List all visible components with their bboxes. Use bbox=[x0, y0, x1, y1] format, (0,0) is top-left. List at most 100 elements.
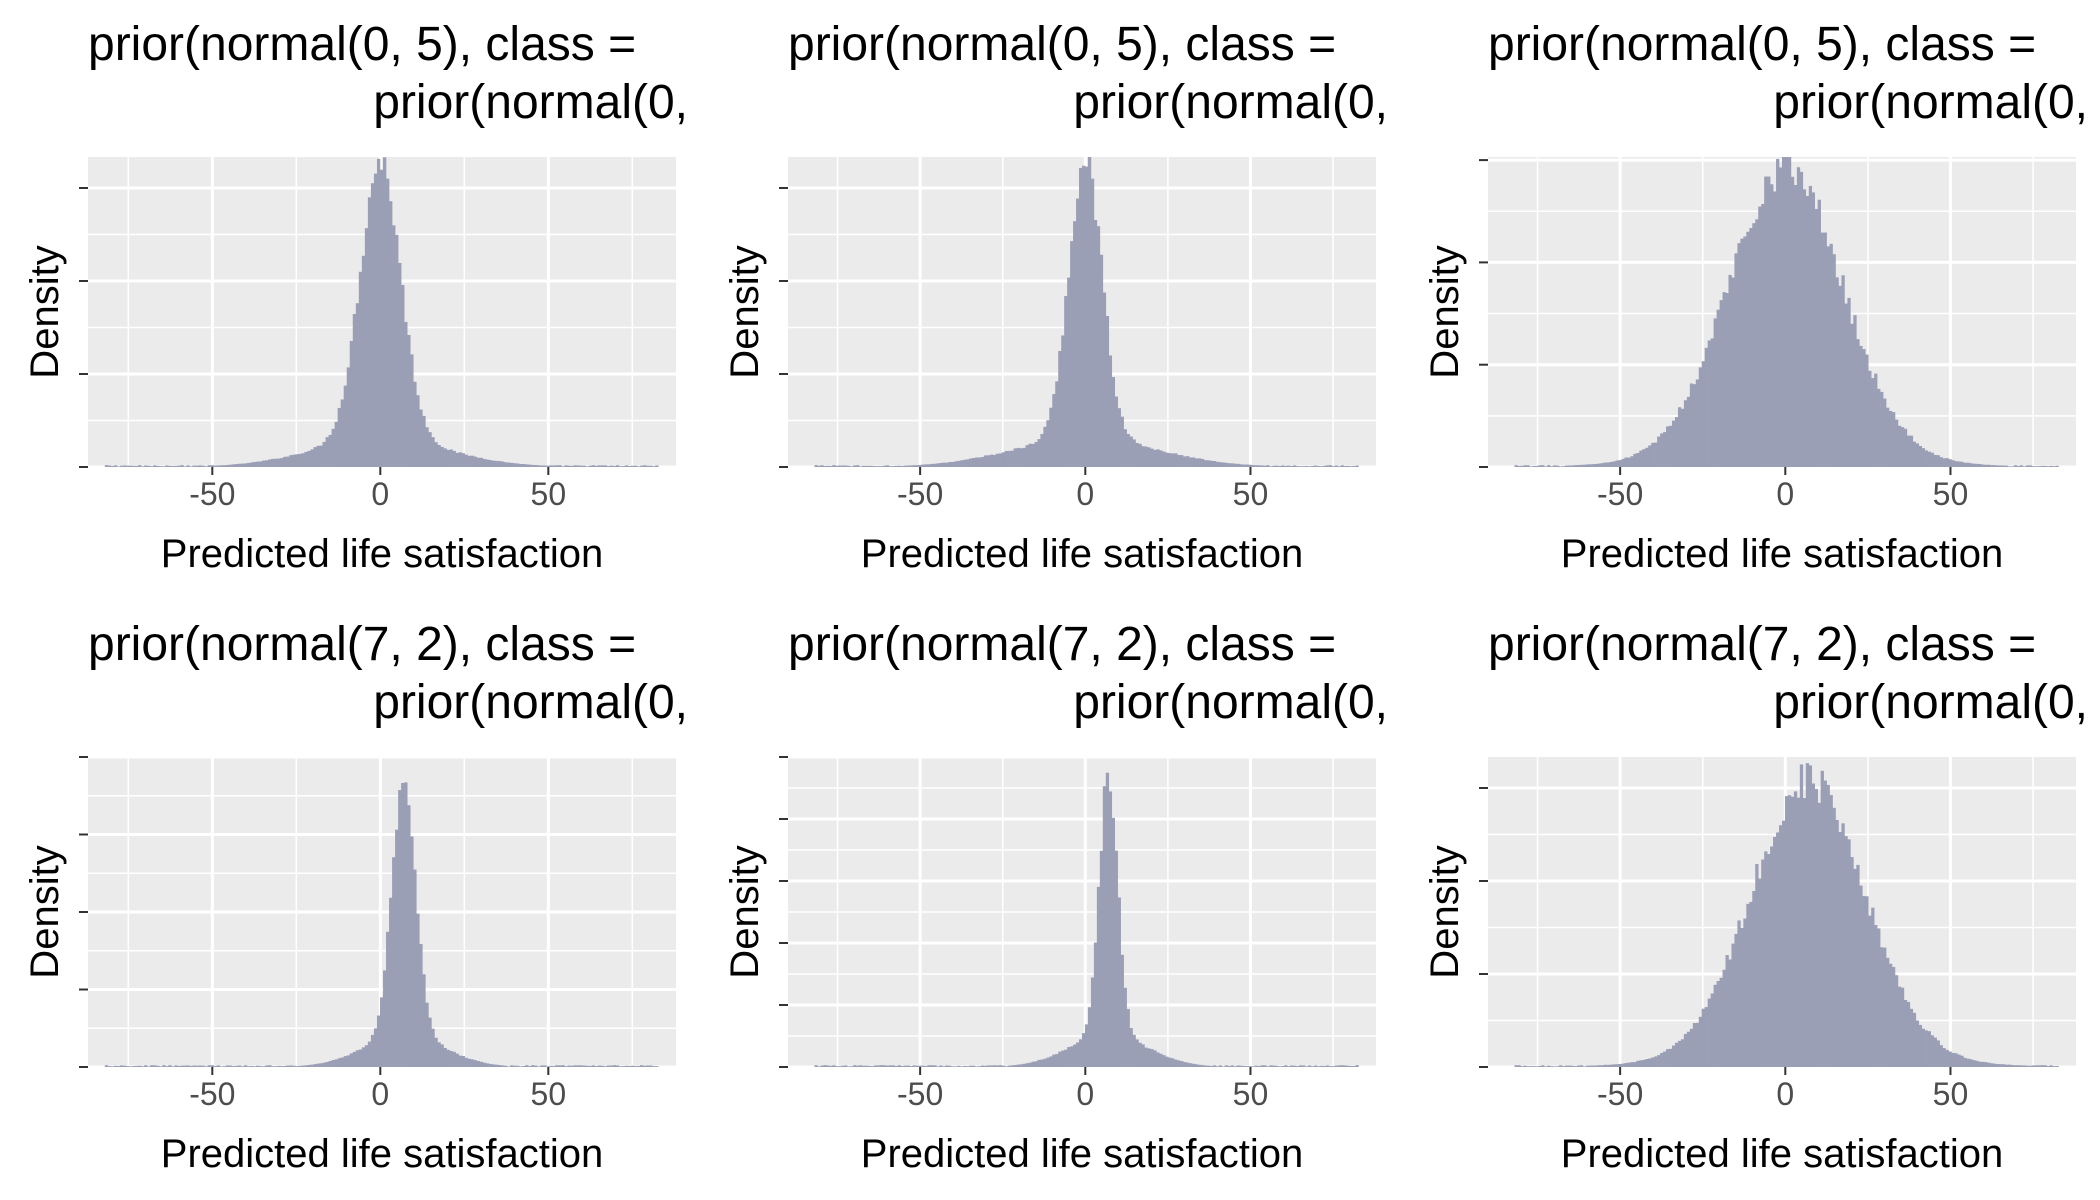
histogram-bar bbox=[1257, 465, 1261, 467]
histogram-bar bbox=[1966, 462, 1970, 467]
histogram-bar bbox=[980, 456, 985, 467]
histogram-bar bbox=[274, 458, 278, 467]
histogram-bar bbox=[228, 464, 233, 467]
histogram-bar bbox=[1001, 1065, 1006, 1067]
histogram-bar bbox=[234, 1065, 239, 1067]
histogram-bar bbox=[543, 1065, 547, 1067]
histogram-bar bbox=[1900, 987, 1905, 1067]
histogram-bar bbox=[310, 449, 314, 467]
histogram-bar bbox=[1254, 1065, 1258, 1067]
histogram-bar bbox=[1731, 277, 1735, 467]
histogram-bar bbox=[1674, 417, 1679, 467]
histogram-bar bbox=[452, 1051, 456, 1067]
histogram-bar bbox=[564, 465, 568, 467]
histogram-bar bbox=[1909, 435, 1914, 467]
histogram-bar bbox=[216, 1065, 221, 1067]
histogram-bar bbox=[1117, 408, 1121, 467]
histogram-bar bbox=[1936, 455, 1940, 467]
histogram-bar bbox=[1755, 863, 1759, 1067]
histogram-bar bbox=[1927, 1031, 1931, 1067]
histogram-bar bbox=[1153, 1050, 1157, 1067]
histogram-bar bbox=[1880, 947, 1884, 1067]
panel-title: prior(normal(7, 2), class =prior(normal(… bbox=[1488, 618, 2088, 729]
histogram-bar bbox=[231, 464, 236, 467]
histogram-bar bbox=[280, 1066, 284, 1067]
histogram-bar bbox=[1737, 920, 1741, 1067]
histogram-bar bbox=[467, 1058, 472, 1067]
histogram-bar bbox=[249, 462, 254, 467]
histogram-bar bbox=[1793, 791, 1798, 1067]
histogram-bar bbox=[1254, 465, 1258, 467]
histogram-bar bbox=[1609, 461, 1613, 467]
histogram-bar bbox=[600, 465, 605, 467]
histogram-bar bbox=[1954, 461, 1958, 467]
histogram-bar bbox=[513, 1065, 517, 1067]
histogram-bar bbox=[1648, 445, 1652, 467]
histogram-bar bbox=[906, 1065, 910, 1067]
histogram-bar bbox=[1868, 370, 1872, 467]
panel-title: prior(normal(0, 5), class =prior(normal(… bbox=[88, 18, 688, 129]
histogram-bar bbox=[516, 1065, 520, 1067]
histogram-bar bbox=[401, 285, 405, 467]
histogram-bar bbox=[1654, 442, 1658, 467]
histogram-bar bbox=[1197, 458, 1202, 467]
histogram-bar bbox=[1648, 1058, 1652, 1067]
histogram-bar bbox=[534, 465, 538, 467]
histogram-bar bbox=[1853, 868, 1857, 1067]
histogram-bar bbox=[1147, 447, 1151, 467]
histogram-bar bbox=[1337, 1065, 1341, 1067]
histogram-bar bbox=[652, 1066, 656, 1067]
histogram-bar bbox=[510, 1065, 514, 1067]
histogram-bar bbox=[364, 228, 369, 467]
histogram-bar bbox=[1040, 1059, 1044, 1067]
histogram-bar bbox=[1111, 377, 1116, 467]
histogram-bar bbox=[1666, 426, 1670, 467]
histogram-bar bbox=[1352, 1066, 1356, 1067]
histogram-bar bbox=[1192, 1063, 1196, 1067]
x-tick-label: -50 bbox=[1597, 1076, 1643, 1112]
histogram-bar bbox=[829, 1065, 833, 1067]
histogram-bar bbox=[850, 466, 854, 467]
histogram-bar bbox=[1716, 309, 1720, 467]
histogram-bar bbox=[2010, 1065, 2015, 1067]
histogram-bar bbox=[461, 453, 465, 467]
histogram-bar bbox=[201, 465, 205, 467]
x-tick-label: -50 bbox=[189, 1076, 235, 1112]
histogram-bar bbox=[376, 1015, 381, 1067]
histogram-bar bbox=[1087, 1007, 1092, 1067]
histogram-bar bbox=[1526, 465, 1530, 467]
histogram-bar bbox=[609, 1065, 614, 1067]
histogram-bar bbox=[1847, 839, 1851, 1067]
histogram-bar bbox=[1272, 1065, 1276, 1067]
histogram-bar bbox=[915, 1065, 919, 1067]
histogram-bar bbox=[198, 465, 202, 467]
histogram-bar bbox=[1585, 1065, 1590, 1067]
histogram-bar bbox=[1567, 1065, 1572, 1067]
histogram-bar bbox=[189, 466, 193, 467]
histogram-bar bbox=[1156, 449, 1160, 467]
histogram-bar bbox=[1835, 819, 1839, 1067]
histogram-bar bbox=[1061, 1050, 1065, 1067]
histogram-bar bbox=[1669, 1048, 1673, 1067]
histogram-bar bbox=[1624, 1063, 1628, 1067]
histogram-bar bbox=[1245, 464, 1249, 467]
histogram-bar bbox=[295, 454, 299, 467]
histogram-bar bbox=[859, 466, 863, 467]
histogram-bar bbox=[1126, 1009, 1130, 1067]
histogram-bar bbox=[256, 461, 260, 467]
histogram-bar bbox=[256, 1065, 260, 1067]
histogram-bar bbox=[2034, 466, 2038, 467]
histogram-bar bbox=[494, 1064, 499, 1067]
histogram-bar bbox=[1061, 335, 1065, 467]
histogram-bar bbox=[1206, 460, 1211, 467]
histogram-bar bbox=[1639, 1060, 1643, 1067]
histogram-bar bbox=[2052, 1066, 2056, 1067]
histogram-bar bbox=[428, 432, 432, 467]
histogram-bar bbox=[431, 1028, 435, 1067]
histogram-bar bbox=[494, 460, 499, 467]
histogram-bar bbox=[1239, 1065, 1243, 1067]
histogram-bar bbox=[1138, 1042, 1142, 1067]
histogram-bar bbox=[1701, 361, 1706, 467]
histogram-bar bbox=[2002, 1064, 2006, 1067]
histogram-bar bbox=[1666, 1049, 1670, 1067]
